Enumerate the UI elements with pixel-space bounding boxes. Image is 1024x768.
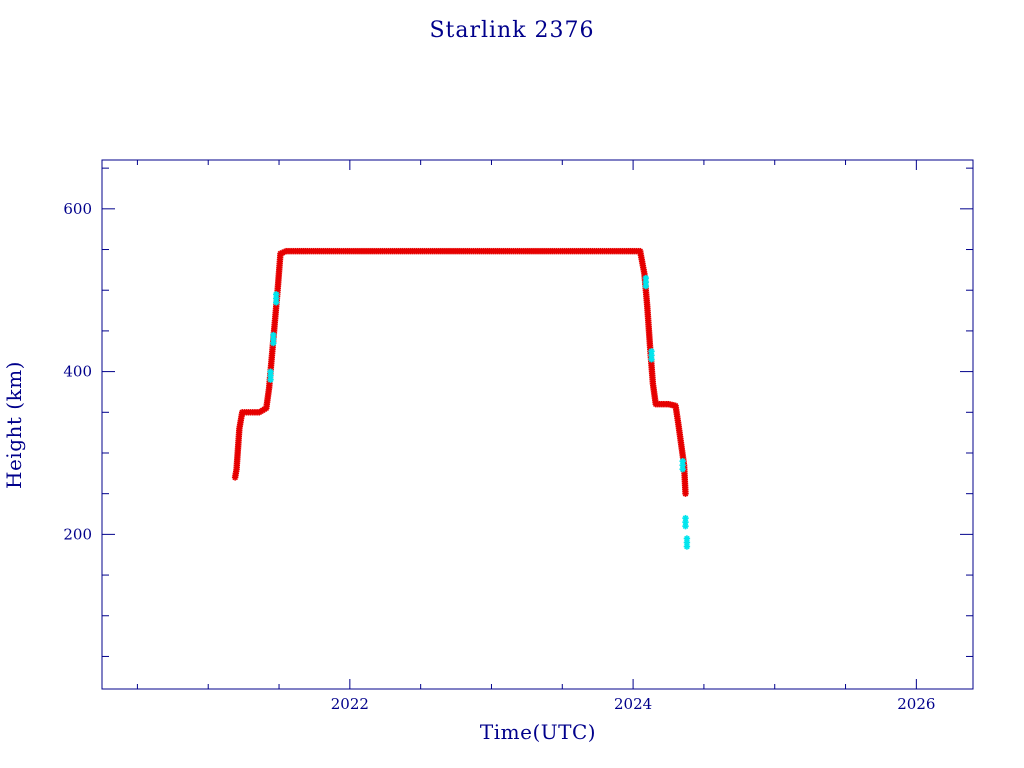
data-point-alt xyxy=(682,514,689,522)
y-tick-label: 400 xyxy=(63,363,92,381)
x-tick-label: 2024 xyxy=(614,695,652,713)
data-point-alt xyxy=(679,457,686,465)
data-point-alt xyxy=(267,368,274,375)
data-point-alt xyxy=(270,331,277,339)
marker-stroke xyxy=(643,275,649,281)
x-tick-label: 2022 xyxy=(331,695,369,713)
series-trace xyxy=(234,250,686,494)
marker-stroke xyxy=(682,515,689,521)
data-point-alt xyxy=(648,348,655,355)
marker-stroke xyxy=(682,490,689,497)
marker-stroke xyxy=(267,376,274,383)
marker-stroke xyxy=(679,458,686,464)
chart-title: Starlink 2376 xyxy=(429,18,594,43)
marker-stroke xyxy=(273,299,280,306)
marker-stroke xyxy=(684,543,690,550)
data-point-alt xyxy=(642,274,650,282)
data-point-alt xyxy=(267,376,274,383)
x-axis-label: Time(UTC) xyxy=(480,720,596,744)
x-tick-label: 2026 xyxy=(897,695,935,713)
plot-frame xyxy=(101,159,974,690)
series-line xyxy=(234,250,686,494)
data-point-alt xyxy=(679,465,686,473)
data-point-alt xyxy=(270,339,277,347)
marker-stroke xyxy=(270,332,277,338)
data-points xyxy=(231,247,691,550)
data-point-alt xyxy=(273,299,280,306)
y-tick-label: 600 xyxy=(63,200,92,218)
data-point-alt xyxy=(683,535,691,542)
marker-stroke xyxy=(643,283,649,289)
data-point-alt xyxy=(648,356,655,363)
data-point-alt xyxy=(642,282,650,290)
marker-stroke xyxy=(273,291,280,298)
data-point xyxy=(682,490,689,497)
marker-stroke xyxy=(679,466,686,472)
marker-stroke xyxy=(648,356,655,363)
marker-stroke xyxy=(684,535,690,542)
marker-stroke xyxy=(648,348,655,355)
y-axis-label: Height (km) xyxy=(2,361,26,489)
marker-stroke xyxy=(682,523,689,529)
axis-ticks xyxy=(102,160,973,689)
data-point-alt xyxy=(682,522,689,530)
tick-labels: 2022 2024 2026 200 400 600 xyxy=(63,200,935,713)
y-tick-label: 200 xyxy=(63,525,92,543)
data-point-alt xyxy=(683,543,691,550)
data-point-alt xyxy=(273,291,280,298)
marker-stroke xyxy=(270,340,277,346)
marker-stroke xyxy=(267,368,274,375)
